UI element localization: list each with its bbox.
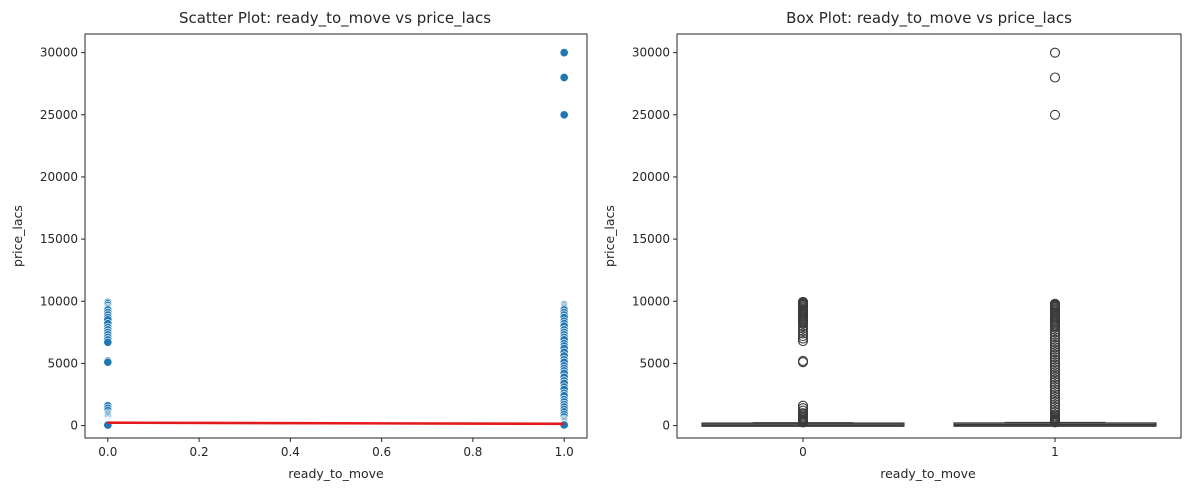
box-outlier bbox=[1049, 396, 1061, 408]
box-outlier bbox=[1049, 347, 1061, 358]
box-outlier bbox=[1049, 72, 1061, 83]
box-outlier bbox=[1049, 386, 1061, 398]
scatter-point bbox=[103, 337, 113, 347]
box-outlier bbox=[1049, 334, 1061, 345]
box-outlier bbox=[1049, 417, 1061, 428]
box-y-axis-label: price_lacs bbox=[602, 205, 617, 267]
scatter-x-axis-label: ready_to_move bbox=[288, 466, 384, 481]
box-outlier bbox=[1049, 374, 1061, 385]
box-outlier bbox=[1049, 322, 1061, 333]
x-tick-label: 0.4 bbox=[281, 445, 300, 459]
y-tick-label: 10000 bbox=[40, 294, 78, 308]
box-outlier bbox=[1049, 324, 1061, 335]
box-outlier bbox=[1049, 367, 1061, 378]
box-outlier bbox=[797, 323, 809, 334]
box-outlier bbox=[1049, 332, 1061, 343]
scatter-plot-title: Scatter Plot: ready_to_move vs price_lac… bbox=[179, 9, 491, 28]
y-tick-label: 20000 bbox=[40, 170, 78, 184]
box-outlier bbox=[1049, 349, 1061, 360]
x-tick-label: 0.2 bbox=[190, 445, 209, 459]
y-tick-label: 5000 bbox=[47, 356, 78, 370]
box-outlier bbox=[797, 328, 809, 339]
box-outlier bbox=[1049, 329, 1061, 340]
scatter-plot-frame bbox=[84, 33, 588, 439]
box-outlier bbox=[797, 333, 809, 344]
x-tick-label: 0.6 bbox=[372, 445, 391, 459]
scatter-plot-area bbox=[103, 48, 569, 430]
scatter-x-axis: 0.0 0.2 0.4 0.6 0.8 1.0 bbox=[98, 438, 574, 459]
box-outlier bbox=[797, 335, 809, 347]
y-tick-label: 15000 bbox=[632, 232, 670, 246]
box-outlier bbox=[1049, 379, 1061, 390]
box-outlier bbox=[797, 357, 809, 368]
box-outlier bbox=[1049, 337, 1061, 348]
y-tick-label: 0 bbox=[70, 419, 78, 433]
y-tick-label: 10000 bbox=[632, 294, 670, 308]
box-outlier bbox=[1049, 394, 1061, 405]
x-tick-label: 0.0 bbox=[98, 445, 117, 459]
box-outlier bbox=[1049, 352, 1061, 363]
y-tick-label: 25000 bbox=[40, 108, 78, 122]
box-outlier bbox=[1049, 357, 1061, 368]
x-tick-label: 0.8 bbox=[463, 445, 482, 459]
box-y-axis: 0 5000 10000 15000 20000 25000 30000 bbox=[632, 46, 677, 433]
y-tick-label: 5000 bbox=[639, 356, 670, 370]
box-plot-area bbox=[701, 47, 1157, 428]
regression-line bbox=[107, 421, 565, 426]
box-x-axis-label: ready_to_move bbox=[880, 466, 976, 481]
box-outlier bbox=[1049, 369, 1061, 380]
box-outlier bbox=[1049, 339, 1061, 350]
scatter-point bbox=[559, 72, 569, 83]
box-outlier bbox=[797, 318, 809, 329]
box-plot-frame bbox=[676, 33, 1182, 439]
y-tick-label: 30000 bbox=[40, 46, 78, 60]
x-tick-label: 1 bbox=[1051, 445, 1059, 459]
scatter-y-axis-label: price_lacs bbox=[10, 205, 25, 267]
box-outlier bbox=[1049, 364, 1061, 375]
box-outlier bbox=[1049, 381, 1061, 393]
box-outlier bbox=[1049, 399, 1061, 410]
box-plot-title: Box Plot: ready_to_move vs price_lacs bbox=[786, 9, 1072, 28]
box-outlier bbox=[1049, 327, 1061, 338]
y-tick-label: 25000 bbox=[632, 108, 670, 122]
y-tick-label: 15000 bbox=[40, 232, 78, 246]
box-outlier bbox=[1049, 362, 1061, 373]
box-outlier bbox=[797, 321, 809, 332]
box-outlier bbox=[1049, 384, 1061, 395]
x-tick-label: 1.0 bbox=[555, 445, 574, 459]
box-outlier bbox=[1049, 354, 1061, 365]
scatter-y-axis: 0 5000 10000 15000 20000 25000 30000 bbox=[40, 46, 85, 433]
scatter-plot-panel: Scatter Plot: ready_to_move vs price_lac… bbox=[10, 9, 588, 481]
box-outlier bbox=[797, 331, 809, 342]
box-outlier bbox=[1049, 389, 1061, 400]
box-outlier bbox=[1049, 377, 1061, 388]
scatter-point bbox=[559, 48, 569, 58]
x-tick-label: 0 bbox=[799, 445, 807, 459]
box-outlier bbox=[1049, 344, 1061, 355]
box-outlier bbox=[1049, 109, 1061, 120]
box-outlier bbox=[1049, 391, 1061, 403]
y-tick-label: 30000 bbox=[632, 46, 670, 60]
box-plot-panel: Box Plot: ready_to_move vs price_lacs 0 5… bbox=[602, 9, 1182, 481]
y-tick-label: 20000 bbox=[632, 170, 670, 184]
box-outlier bbox=[1049, 342, 1061, 353]
box-outlier bbox=[1049, 359, 1061, 370]
box-outlier bbox=[797, 417, 809, 428]
box-outlier bbox=[797, 326, 809, 337]
scatter-point bbox=[559, 110, 569, 120]
y-tick-label: 0 bbox=[662, 419, 670, 433]
box-outlier bbox=[1049, 372, 1061, 383]
scatter-point bbox=[103, 357, 113, 367]
box-outlier bbox=[1049, 47, 1061, 58]
